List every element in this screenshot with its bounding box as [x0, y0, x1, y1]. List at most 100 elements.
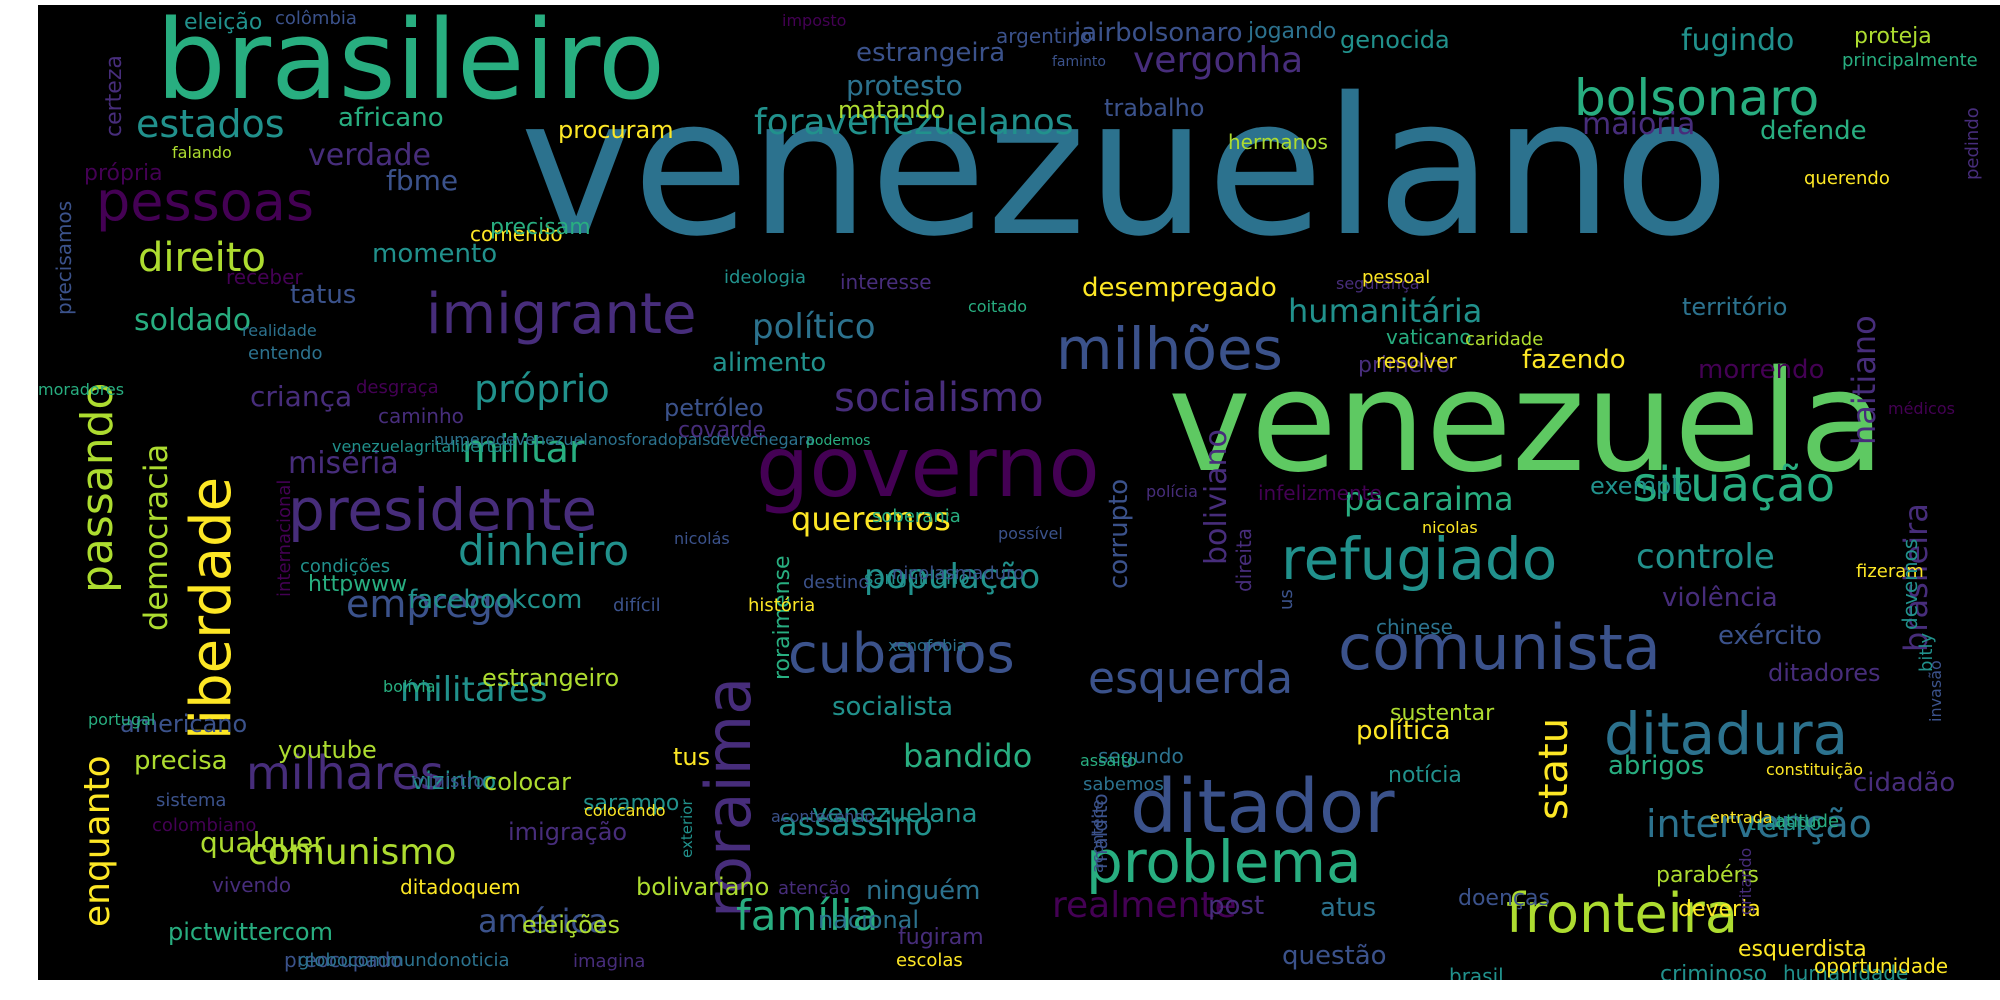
word-cloud-term: abrigos [1608, 751, 1705, 781]
word-cloud-term: chinese [1376, 615, 1453, 639]
word-cloud-term: podemos [806, 433, 871, 449]
word-cloud-term: precisam [490, 215, 591, 240]
word-cloud-term: dinheiro [458, 526, 630, 575]
word-cloud-term: hermanos [1228, 130, 1328, 154]
word-cloud-term: realidade [242, 321, 317, 340]
word-cloud-term: realmente [1052, 885, 1237, 926]
word-cloud-term: possível [998, 524, 1063, 543]
word-cloud-term: deveria [1678, 897, 1761, 922]
word-cloud-term: us [1276, 589, 1297, 610]
word-cloud-term: atitude [1775, 811, 1840, 832]
word-cloud-term: nicolas [1422, 518, 1478, 537]
word-cloud-term: segundo [1098, 744, 1184, 768]
word-cloud-term: haitiano [1845, 315, 1883, 445]
word-cloud-term: violência [1662, 583, 1778, 613]
word-cloud-term: trabalho [1104, 94, 1205, 122]
word-cloud-term: estrangeira [856, 38, 1006, 68]
word-cloud-term: passando [72, 382, 123, 593]
word-cloud-term: segurança [1336, 274, 1420, 293]
word-cloud-term: ideologia [724, 267, 806, 288]
word-cloud-term: vergonha [1133, 40, 1304, 81]
word-cloud-term: precisamos [52, 200, 76, 315]
word-cloud-term: post [1208, 891, 1265, 921]
word-cloud-term: américa [478, 902, 608, 940]
word-cloud-term: história [748, 595, 816, 616]
word-cloud-term: sabemos [1083, 774, 1164, 795]
word-cloud-term: médicos [1888, 399, 1955, 418]
word-cloud-term: defende [1760, 116, 1867, 146]
word-cloud-term: colombiano [152, 815, 257, 836]
word-cloud-term: ditadores [1768, 659, 1881, 687]
word-cloud-term: enquanto [77, 755, 118, 927]
word-cloud-term: matando [838, 96, 946, 124]
word-cloud-term: roraimense [770, 555, 795, 680]
word-cloud-term: escolas [896, 950, 963, 971]
word-cloud-term: destino [803, 572, 870, 593]
word-cloud-term: tatus [290, 280, 357, 310]
word-cloud-term: petróleo [664, 394, 764, 422]
word-cloud-term: governo [756, 418, 1100, 516]
word-cloud-term: proteja [1854, 24, 1932, 49]
word-cloud-term: pedindo [1962, 107, 1983, 180]
word-cloud-term: devemos [1898, 538, 1922, 630]
word-cloud-term: próprio [474, 367, 610, 411]
word-cloud-term: liberdade [179, 476, 244, 740]
word-cloud-term: invasão [1926, 660, 1945, 722]
word-cloud-term: nicolás [674, 529, 730, 548]
word-cloud-term: soberania [872, 506, 961, 527]
word-cloud-term: fazendo [1522, 345, 1626, 375]
word-cloud-term: notícia [1388, 763, 1462, 788]
word-cloud-term: jogando [1248, 19, 1337, 44]
word-cloud-term: internacional [274, 479, 295, 597]
word-cloud-term: statu [1531, 717, 1577, 820]
word-cloud-term: nacional [818, 906, 920, 934]
word-cloud-term: fugindo [1681, 23, 1795, 58]
word-cloud-term: interesse [840, 270, 932, 294]
word-cloud-term: imigrante [426, 282, 697, 347]
word-cloud-term: preocupado [284, 948, 403, 972]
word-cloud-term: argentino [996, 24, 1093, 48]
word-cloud-term: militares [400, 670, 548, 710]
word-cloud-term: colocando [584, 801, 666, 820]
word-cloud-term: querendo [1804, 168, 1890, 189]
word-cloud-term: queremos [791, 500, 951, 538]
word-cloud-term: alimento [712, 348, 827, 378]
word-cloud-term: genocida [1340, 26, 1450, 54]
word-cloud-term: cidadão [1853, 768, 1956, 798]
word-cloud: venezuelano venezuela brasileiro governo ror… [38, 5, 2000, 980]
word-cloud-term: direita [1232, 528, 1256, 592]
word-cloud-term: emprego [346, 582, 517, 626]
word-cloud-term: foravenezuelanos [754, 102, 1074, 143]
word-cloud-term: ditadura [1604, 700, 1849, 768]
word-cloud-term: pessoal [1362, 267, 1431, 288]
word-cloud-term: difícil [613, 595, 661, 616]
word-cloud-term: sarampo [583, 791, 680, 816]
word-cloud-term: certeza [102, 55, 127, 137]
word-cloud-term: protesto [846, 69, 963, 102]
word-cloud-term: comunismo [248, 832, 457, 873]
word-cloud-term: soldado [134, 303, 252, 338]
word-cloud-term: intervenção [1646, 802, 1872, 846]
word-cloud-term: principalmente [1842, 50, 1978, 71]
word-cloud-term: exterior [678, 799, 696, 858]
word-cloud-term: bandido [903, 737, 1033, 775]
word-cloud-term: desempregado [1082, 273, 1277, 303]
word-cloud-term: numerodevenezuelanosforadopaisdevechegar… [434, 430, 815, 449]
word-cloud-term: vaticano [1386, 325, 1472, 349]
word-cloud-term: gritando [1736, 847, 1755, 915]
word-cloud-term: imposto [782, 11, 847, 30]
word-cloud-term: httpwww [308, 572, 408, 597]
word-cloud-term: bolivariano [636, 873, 770, 901]
word-cloud-term: morrendo [1698, 355, 1825, 385]
word-cloud-term: própria [84, 161, 163, 186]
word-cloud-term: fbme [386, 164, 459, 197]
word-cloud-term: ninguém [866, 876, 981, 906]
word-cloud-term: vivendo [212, 873, 292, 897]
word-cloud-term: refugiado [1281, 525, 1558, 593]
word-cloud-term: miséria [288, 446, 399, 481]
word-cloud-term: político [752, 307, 876, 347]
word-cloud-term: esquerda [1088, 653, 1294, 704]
word-cloud-term: democracia [137, 443, 175, 631]
word-cloud-term: população [864, 557, 1041, 597]
word-cloud-term: criança [250, 380, 353, 413]
